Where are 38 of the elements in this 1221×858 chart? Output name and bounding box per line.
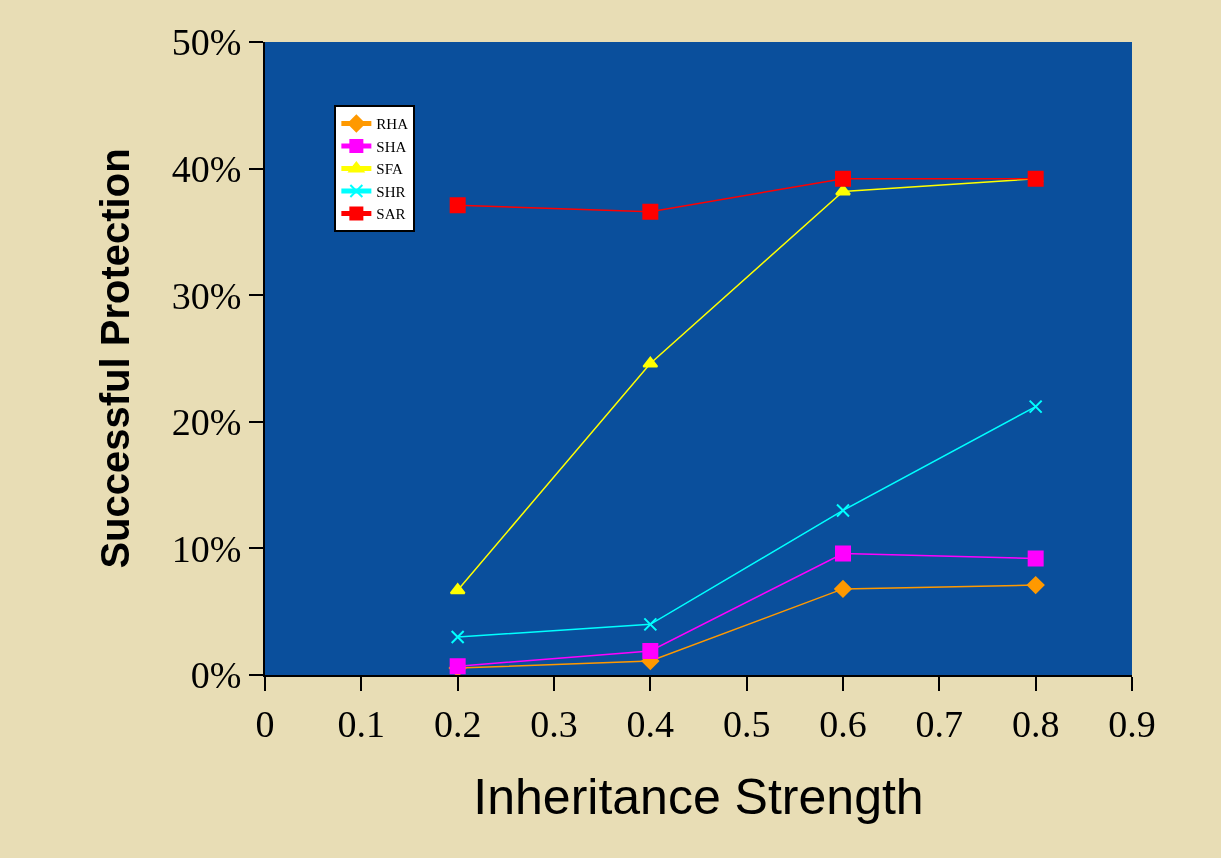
x-tick-label: 0.4 xyxy=(626,702,675,745)
point xyxy=(449,583,466,595)
y-tick-label: 10% xyxy=(171,527,242,570)
point xyxy=(642,356,659,368)
x-tick-label: 0.5 xyxy=(722,702,771,745)
legend-label: RHA xyxy=(376,116,409,133)
y-tick-label: 20% xyxy=(171,401,242,444)
x-tick-label: 0.1 xyxy=(337,702,386,745)
point xyxy=(450,630,465,645)
point xyxy=(449,197,466,214)
legend-label: SHR xyxy=(376,183,406,200)
point xyxy=(835,170,851,187)
point xyxy=(834,580,852,598)
point xyxy=(1027,170,1044,187)
point xyxy=(642,642,659,659)
legend-label: SHA xyxy=(376,138,407,155)
y-tick-label: 0% xyxy=(190,654,242,697)
x-tick-label: 0.2 xyxy=(433,702,482,745)
y-tick-label: 50% xyxy=(171,21,242,64)
point xyxy=(643,617,658,632)
x-axis-title: Inheritance Strength xyxy=(473,768,924,825)
x-tick-label: 0.7 xyxy=(915,702,964,745)
y-tick-label: 30% xyxy=(171,274,242,317)
x-tick-label: 0.9 xyxy=(1108,702,1156,745)
y-tick-label: 40% xyxy=(171,147,242,190)
x-tick-label: 0.3 xyxy=(530,702,578,745)
point xyxy=(835,545,851,562)
point xyxy=(1027,550,1044,567)
x-tick-label: 0.6 xyxy=(819,702,867,745)
x-tick-label: 0.8 xyxy=(1011,702,1060,745)
legend-label: SAR xyxy=(376,206,406,223)
point xyxy=(1028,399,1043,414)
y-axis-title: Successful Protection xyxy=(92,148,137,569)
x-tick-label: 0 xyxy=(255,702,275,745)
legend-label: SFA xyxy=(376,161,403,178)
point xyxy=(1026,576,1045,594)
point xyxy=(836,503,850,518)
point xyxy=(642,203,659,220)
